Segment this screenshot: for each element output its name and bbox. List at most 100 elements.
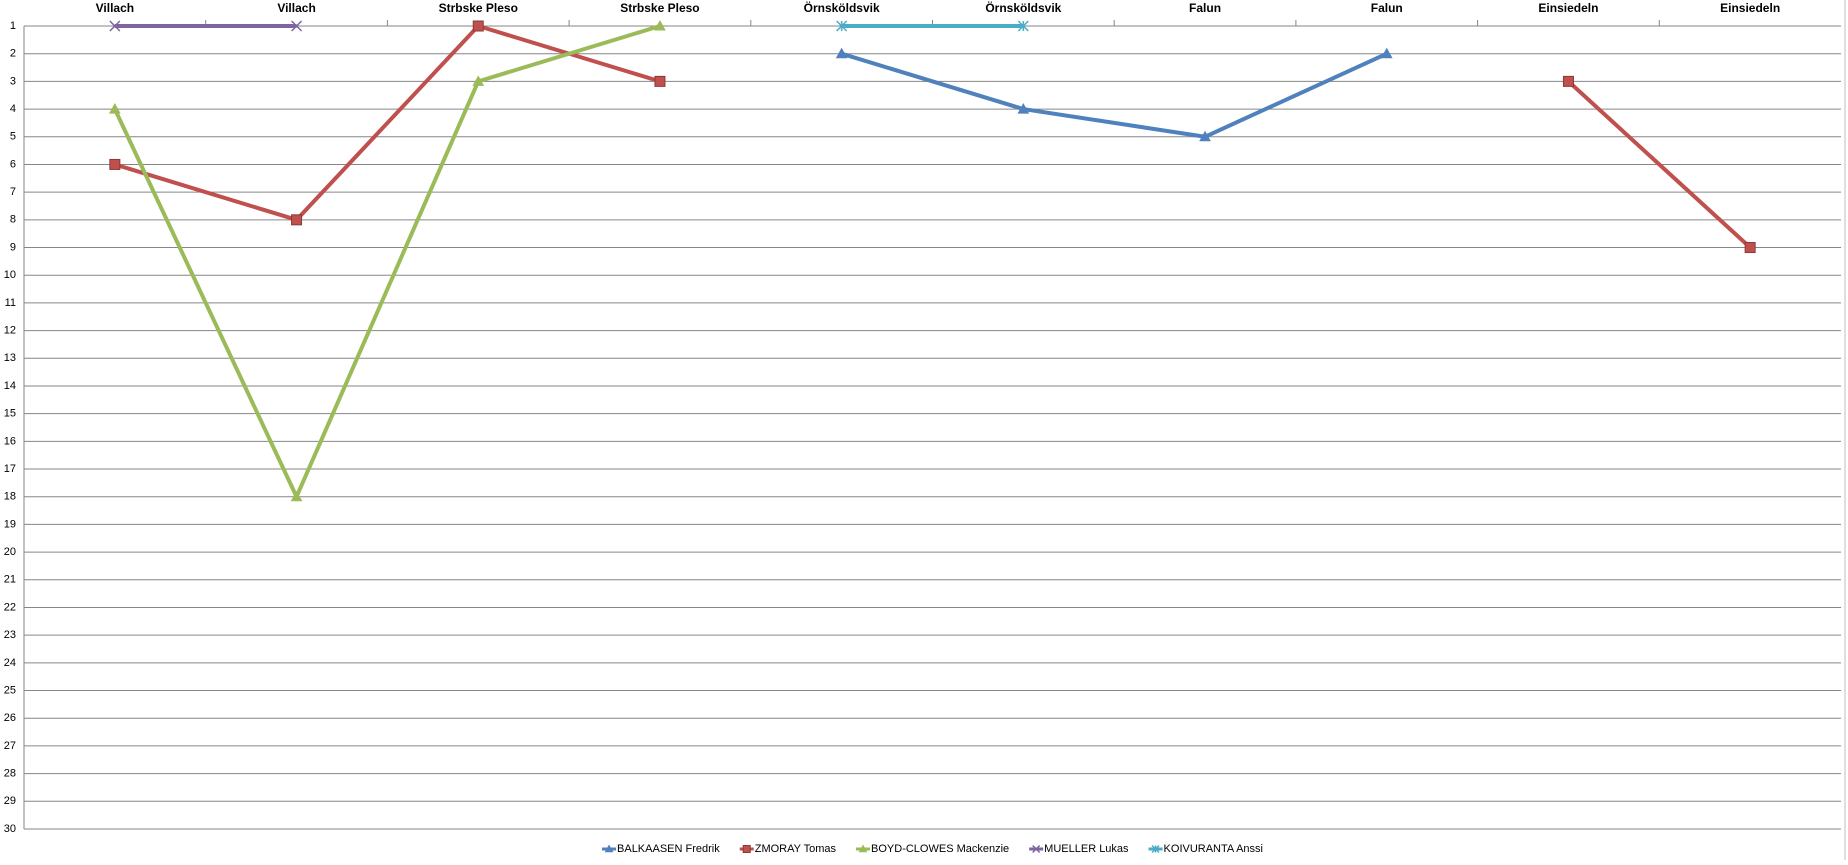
marker [1199, 130, 1211, 142]
marker [1562, 75, 1574, 87]
marker-shape [1744, 242, 1756, 254]
legend-item: KOIVURANTA Anssi [1148, 843, 1263, 855]
y-tick-label: 6 [10, 158, 16, 170]
y-tick-label: 5 [10, 131, 16, 143]
y-tick-label: 30 [4, 823, 16, 835]
marker-shape [1562, 75, 1574, 87]
marker [742, 845, 751, 853]
marker-shape [1017, 20, 1029, 32]
marker [1744, 242, 1756, 254]
y-tick-label: 11 [5, 297, 16, 309]
marker-shape [1199, 130, 1211, 142]
marker [291, 20, 303, 32]
marker [836, 20, 848, 32]
x-tick-label: Einsiedeln [1720, 1, 1780, 15]
y-tick-label: 16 [4, 435, 16, 447]
y-tick-label: 21 [4, 574, 16, 586]
y-tick-label: 3 [10, 75, 16, 87]
marker-shape [654, 75, 666, 87]
marker [1017, 20, 1029, 32]
y-tick-label: 8 [10, 214, 16, 226]
y-tick-label: 9 [10, 241, 16, 253]
marker-shape [836, 20, 848, 32]
y-tick-label: 12 [4, 324, 16, 336]
y-tick-label: 25 [4, 684, 16, 696]
marker [654, 75, 666, 87]
y-tick-label: 20 [4, 546, 16, 558]
y-tick-label: 27 [4, 740, 16, 752]
x-tick-label: Strbske Pleso [439, 1, 518, 15]
marker-shape [472, 20, 484, 32]
y-tick-label: 13 [4, 352, 16, 364]
marker [291, 214, 303, 226]
y-tick-label: 17 [4, 463, 16, 475]
y-tick-label: 29 [4, 795, 16, 807]
x-tick-label: Falun [1371, 1, 1403, 15]
marker-shape [109, 20, 121, 32]
legend-item: ZMORAY Tomas [739, 843, 837, 855]
y-tick-label: 26 [4, 712, 16, 724]
y-tick-label: 18 [4, 491, 16, 503]
x-tick-label: Örnsköldsvik [985, 0, 1061, 15]
x-tick-label: Falun [1189, 1, 1221, 15]
marker-shape [742, 845, 751, 853]
marker-shape [1017, 103, 1030, 114]
x-tick-label: Villach [277, 1, 315, 15]
y-tick-label: 10 [4, 269, 16, 281]
marker [109, 158, 121, 170]
marker [604, 844, 614, 853]
y-tick-label: 7 [10, 186, 16, 198]
x-tick-label: Örnsköldsvik [804, 0, 880, 15]
marker [472, 75, 485, 86]
marker [290, 490, 303, 502]
marker [109, 20, 121, 32]
marker [858, 844, 868, 853]
marker [472, 20, 484, 32]
marker-shape [858, 844, 868, 853]
marker-shape [1032, 844, 1041, 854]
marker [1017, 103, 1030, 114]
y-tick-label: 4 [10, 103, 16, 115]
legend-item: BALKAASEN Fredrik [602, 843, 720, 855]
y-tick-label: 15 [4, 408, 16, 420]
marker [654, 19, 666, 31]
y-tick-label: 23 [4, 629, 16, 641]
marker-shape [472, 75, 485, 86]
y-tick-label: 19 [4, 518, 16, 530]
legend-item: MUELLER Lukas [1029, 843, 1129, 855]
marker-shape [291, 214, 303, 226]
x-tick-label: Einsiedeln [1538, 1, 1598, 15]
marker [1032, 844, 1041, 854]
marker [835, 47, 848, 59]
marker [109, 103, 121, 114]
marker-shape [109, 103, 121, 114]
y-tick-label: 2 [10, 48, 16, 60]
y-tick-label: 14 [4, 380, 16, 392]
marker [1380, 47, 1393, 59]
legend-label: MUELLER Lukas [1044, 843, 1129, 855]
marker-shape [290, 490, 303, 502]
legend: BALKAASEN Fredrik ZMORAY Tomas BOYD-CLOWES… [602, 843, 1263, 855]
series-line [841, 51, 1388, 139]
legend-label: BALKAASEN Fredrik [617, 843, 720, 855]
series-line [113, 24, 661, 499]
legend-label: KOIVURANTA Anssi [1164, 843, 1263, 855]
marker-shape [654, 19, 666, 31]
marker-shape [1380, 47, 1393, 59]
x-tick-label: Strbske Pleso [620, 1, 699, 15]
marker-shape [1151, 844, 1160, 854]
y-tick-label: 28 [4, 768, 16, 780]
legend-label: BOYD-CLOWES Mackenzie [871, 843, 1009, 855]
y-tick-label: 24 [4, 657, 16, 669]
marker-shape [291, 20, 303, 32]
marker [1151, 844, 1160, 854]
legend-label: ZMORAY Tomas [755, 843, 837, 855]
y-tick-label: 1 [10, 20, 16, 32]
marker-shape [109, 158, 121, 170]
legend-item: BOYD-CLOWES Mackenzie [856, 843, 1009, 855]
x-tick-label: Villach [96, 1, 134, 15]
y-tick-label: 22 [4, 601, 16, 613]
marker-shape [835, 47, 848, 59]
